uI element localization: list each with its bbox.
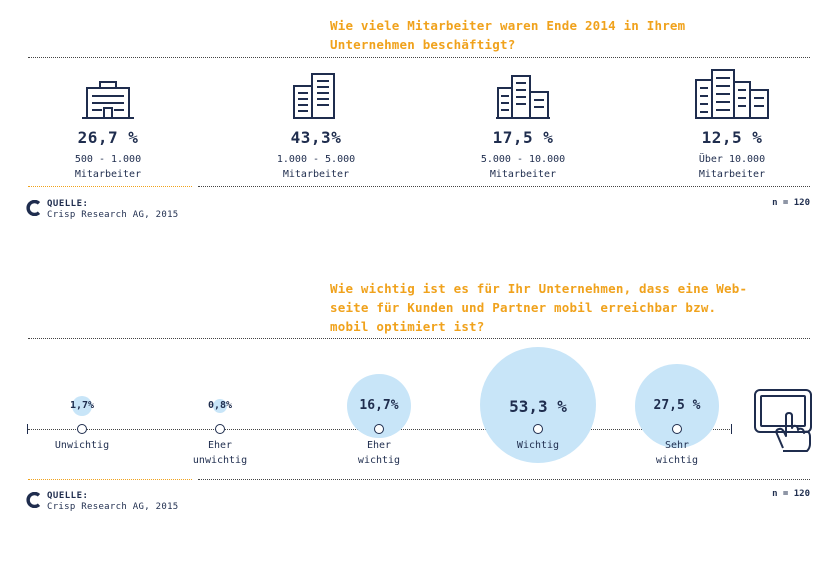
top-item-1: 26,7 % 500 - 1.000 Mitarbeiter bbox=[38, 70, 178, 190]
top-item-2-percent: 43,3% bbox=[290, 128, 342, 147]
top-source-text: Crisp Research AG, 2015 bbox=[47, 210, 179, 220]
bubble bbox=[71, 395, 93, 417]
axis-category-marker bbox=[76, 424, 87, 434]
top-item-3-percent: 17,5 % bbox=[492, 128, 554, 147]
top-divider-lower-accent bbox=[28, 186, 192, 187]
city-skyline-icon bbox=[695, 69, 769, 119]
axis-end-right bbox=[731, 424, 732, 434]
bottom-source-title: QUELLE: bbox=[47, 491, 89, 501]
top-divider-upper bbox=[28, 57, 810, 58]
crisp-logo-icon bbox=[26, 200, 41, 216]
office-building-icon bbox=[293, 73, 335, 119]
bottom-source-text: Crisp Research AG, 2015 bbox=[47, 502, 179, 512]
axis-category-marker bbox=[532, 424, 543, 434]
axis-category-marker bbox=[373, 424, 384, 434]
axis-category-marker bbox=[671, 424, 682, 434]
office-buildings-group-icon bbox=[496, 75, 550, 119]
bottom-divider-lower-accent bbox=[28, 479, 192, 480]
tablet-touch-icon bbox=[754, 389, 812, 452]
top-item-4: 12,5 % Über 10.000 Mitarbeiter bbox=[662, 69, 802, 190]
top-item-3: 17,5 % 5.000 - 10.000 Mitarbeiter bbox=[453, 70, 593, 190]
top-sample-size: n = 120 bbox=[772, 198, 810, 208]
bubble-percent-label: 0,8% bbox=[207, 400, 233, 411]
top-item-4-label: Über 10.000 Mitarbeiter bbox=[698, 154, 766, 180]
bubble-percent-label: 53,3 % bbox=[509, 397, 567, 416]
top-source-title: QUELLE: bbox=[47, 199, 89, 209]
axis-category-label: Eher unwichtig bbox=[192, 440, 248, 466]
top-item-2: 43,3% 1.000 - 5.000 Mitarbeiter bbox=[246, 70, 386, 190]
axis-category-label: Unwichtig bbox=[54, 440, 110, 451]
top-item-1-percent: 26,7 % bbox=[77, 128, 139, 147]
bottom-divider-lower bbox=[198, 479, 810, 480]
bubble bbox=[480, 347, 596, 463]
bubble bbox=[212, 398, 228, 414]
axis-category-label: Eher wichtig bbox=[357, 440, 401, 466]
bubble-percent-label: 27,5 % bbox=[653, 398, 701, 413]
axis-end-left bbox=[27, 424, 28, 434]
bottom-divider-upper bbox=[28, 338, 810, 339]
axis-category-label: Sehr wichtig bbox=[655, 440, 699, 466]
axis-category-label: Wichtig bbox=[516, 440, 560, 451]
crisp-logo-icon bbox=[26, 492, 41, 508]
top-item-4-percent: 12,5 % bbox=[701, 128, 763, 147]
top-divider-lower bbox=[198, 186, 810, 187]
bottom-question: Wie wichtig ist es für Ihr Unternehmen, … bbox=[330, 281, 748, 334]
axis-category-marker bbox=[214, 424, 225, 434]
top-item-3-label: 5.000 - 10.000 Mitarbeiter bbox=[480, 154, 566, 180]
top-item-2-label: 1.000 - 5.000 Mitarbeiter bbox=[276, 154, 356, 180]
bottom-sample-size: n = 120 bbox=[772, 489, 810, 499]
top-item-1-label: 500 - 1.000 Mitarbeiter bbox=[74, 154, 142, 180]
small-office-building-icon bbox=[82, 81, 134, 119]
bubble-percent-label: 16,7% bbox=[359, 398, 399, 413]
bubble-percent-label: 1,7% bbox=[69, 400, 95, 411]
top-question: Wie viele Mitarbeiter waren Ende 2014 in… bbox=[330, 18, 686, 52]
